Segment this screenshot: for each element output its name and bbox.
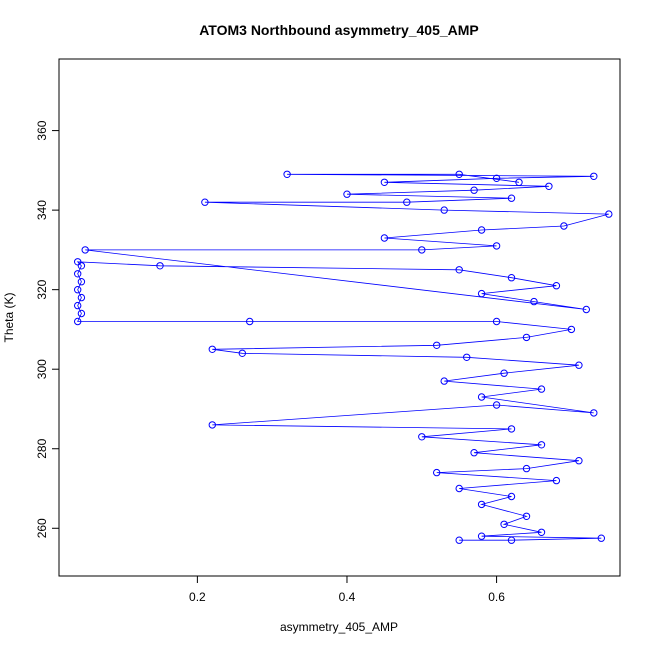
data-point-53 [380,234,389,242]
data-series [74,170,613,544]
data-point-11 [433,468,441,477]
chart-title: ATOM3 Northbound asymmetry_405_AMP [199,22,479,38]
data-point-27 [238,349,247,357]
data-point-33 [246,317,254,326]
y-tick-label-3: 320 [35,279,49,299]
data-point-44 [455,266,463,274]
data-point-60 [507,194,516,202]
data-point-32 [492,317,501,326]
series-line-0 [76,173,609,541]
data-point-45 [507,274,516,282]
data-point-41 [77,262,86,270]
data-point-8 [507,492,516,501]
plot-frame [58,58,621,577]
data-point-49 [582,305,590,314]
data-point-35 [77,309,86,318]
y-tick-label-2: 300 [35,359,49,379]
data-point-37 [77,293,86,302]
x-tick-label-1: 0.4 [339,590,356,604]
data-point-24 [500,369,508,377]
data-point-63 [545,182,553,191]
y-tick-label-0: 260 [35,518,49,538]
data-point-28 [208,345,217,353]
data-point-36 [74,301,82,310]
y-axis-label: Theta (K) [2,292,16,342]
data-point-52 [492,242,501,250]
data-point-10 [552,476,561,485]
data-point-26 [463,353,471,361]
data-point-47 [477,289,486,298]
data-point-46 [552,282,561,290]
data-point-54 [477,226,486,234]
data-point-0 [455,536,463,544]
data-point-66 [590,172,598,181]
data-point-25 [575,361,583,369]
data-point-2 [597,534,605,542]
data-point-15 [537,441,546,449]
data-point-65 [492,174,501,183]
data-point-38 [74,286,82,294]
data-point-20 [590,409,598,417]
data-point-3 [477,532,486,540]
data-point-29 [433,341,441,349]
data-point-61 [343,190,351,198]
data-point-39 [77,278,86,286]
x-tick-label-2: 0.6 [488,590,505,604]
data-point-68 [455,170,463,179]
data-point-6 [522,512,531,520]
data-point-9 [455,484,463,493]
data-point-4 [537,528,546,536]
data-point-16 [418,433,426,441]
data-point-23 [440,377,448,385]
data-point-42 [74,258,82,266]
data-point-34 [74,317,82,326]
y-axis: 260 280 300 320 340 360 [35,120,59,538]
y-tick-label-1: 280 [35,438,49,458]
y-tick-label-4: 340 [35,200,49,220]
data-point-59 [403,198,411,206]
data-point-67 [283,170,291,179]
data-point-69 [515,178,523,187]
data-point-21 [477,393,486,401]
data-point-55 [560,222,568,230]
data-point-64 [380,178,389,187]
data-point-51 [418,246,426,254]
data-point-18 [208,421,217,429]
x-axis-label: asymmetry_405_AMP [280,620,398,634]
data-point-1 [507,536,516,544]
data-point-30 [522,333,531,342]
x-tick-label-0: 0.2 [189,590,206,604]
data-point-12 [522,464,531,473]
data-point-40 [74,270,82,278]
data-point-57 [440,206,448,214]
data-point-43 [156,262,164,270]
data-point-56 [605,210,613,218]
data-point-62 [470,186,478,194]
data-point-14 [470,449,478,457]
data-point-48 [530,297,538,306]
data-point-19 [492,401,501,409]
data-point-58 [201,198,209,206]
data-point-22 [537,385,546,393]
data-point-13 [575,457,583,465]
data-point-5 [500,520,508,528]
data-point-50 [81,246,89,254]
y-tick-label-5: 360 [35,120,49,140]
x-axis: 0.2 0.4 0.6 [189,576,505,604]
data-point-7 [477,500,486,509]
data-point-31 [567,325,576,334]
data-point-17 [507,425,516,433]
